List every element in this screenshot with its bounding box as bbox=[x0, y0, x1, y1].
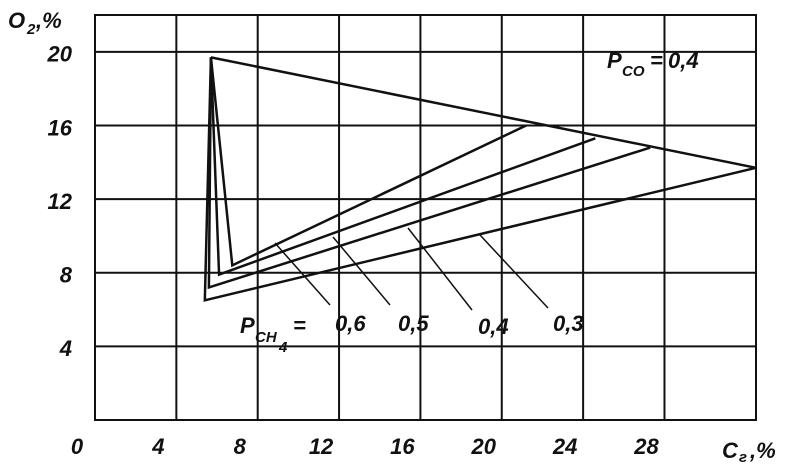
ch4-label: P bbox=[240, 313, 255, 338]
x-tick-label: 16 bbox=[390, 434, 415, 459]
ch4-label-eq: = bbox=[293, 313, 306, 338]
x-tick-label: 28 bbox=[633, 434, 659, 459]
leader-line bbox=[479, 234, 549, 309]
y-tick-label: 20 bbox=[47, 42, 73, 67]
series-line bbox=[209, 57, 527, 268]
y-tick-label: 8 bbox=[60, 263, 73, 288]
x-axis-label-unit: ,% bbox=[749, 438, 776, 463]
co-label: P bbox=[607, 48, 622, 73]
leader-line bbox=[332, 236, 391, 306]
co-label-eq: = bbox=[650, 48, 663, 73]
x-tick-label: 24 bbox=[552, 434, 577, 459]
y-tick-label: 16 bbox=[48, 115, 73, 140]
series-label: 0,4 bbox=[478, 314, 509, 339]
y-tick-label: 12 bbox=[48, 189, 73, 214]
y-tick-label: 4 bbox=[59, 336, 72, 361]
leader-line bbox=[274, 242, 331, 306]
series-label: 0,4 bbox=[668, 48, 699, 73]
ch4-label-subsub: 4 bbox=[278, 339, 288, 356]
series-label: 0,6 bbox=[335, 311, 366, 336]
x-tick-label: 4 bbox=[151, 434, 164, 459]
y-axis-label-sub: 2 bbox=[26, 21, 36, 38]
x-axis-label-sub: г bbox=[739, 449, 747, 466]
y-axis-label-unit: ,% bbox=[35, 8, 62, 33]
x-tick-label: 12 bbox=[309, 434, 334, 459]
x-tick-label: 0 bbox=[71, 434, 84, 459]
series-line bbox=[203, 57, 757, 302]
series-label: 0,5 bbox=[398, 311, 429, 336]
series-line bbox=[209, 57, 596, 277]
series-label: 0,3 bbox=[553, 311, 584, 336]
co-label-sub: CO bbox=[622, 63, 645, 80]
x-tick-label: 20 bbox=[471, 434, 497, 459]
leader-line bbox=[407, 227, 473, 311]
y-axis-label: O bbox=[8, 8, 25, 33]
x-axis-label: C bbox=[722, 438, 739, 463]
ch4-label-sub: CH bbox=[255, 329, 278, 346]
x-tick-label: 8 bbox=[234, 434, 247, 459]
series-line bbox=[210, 56, 757, 170]
